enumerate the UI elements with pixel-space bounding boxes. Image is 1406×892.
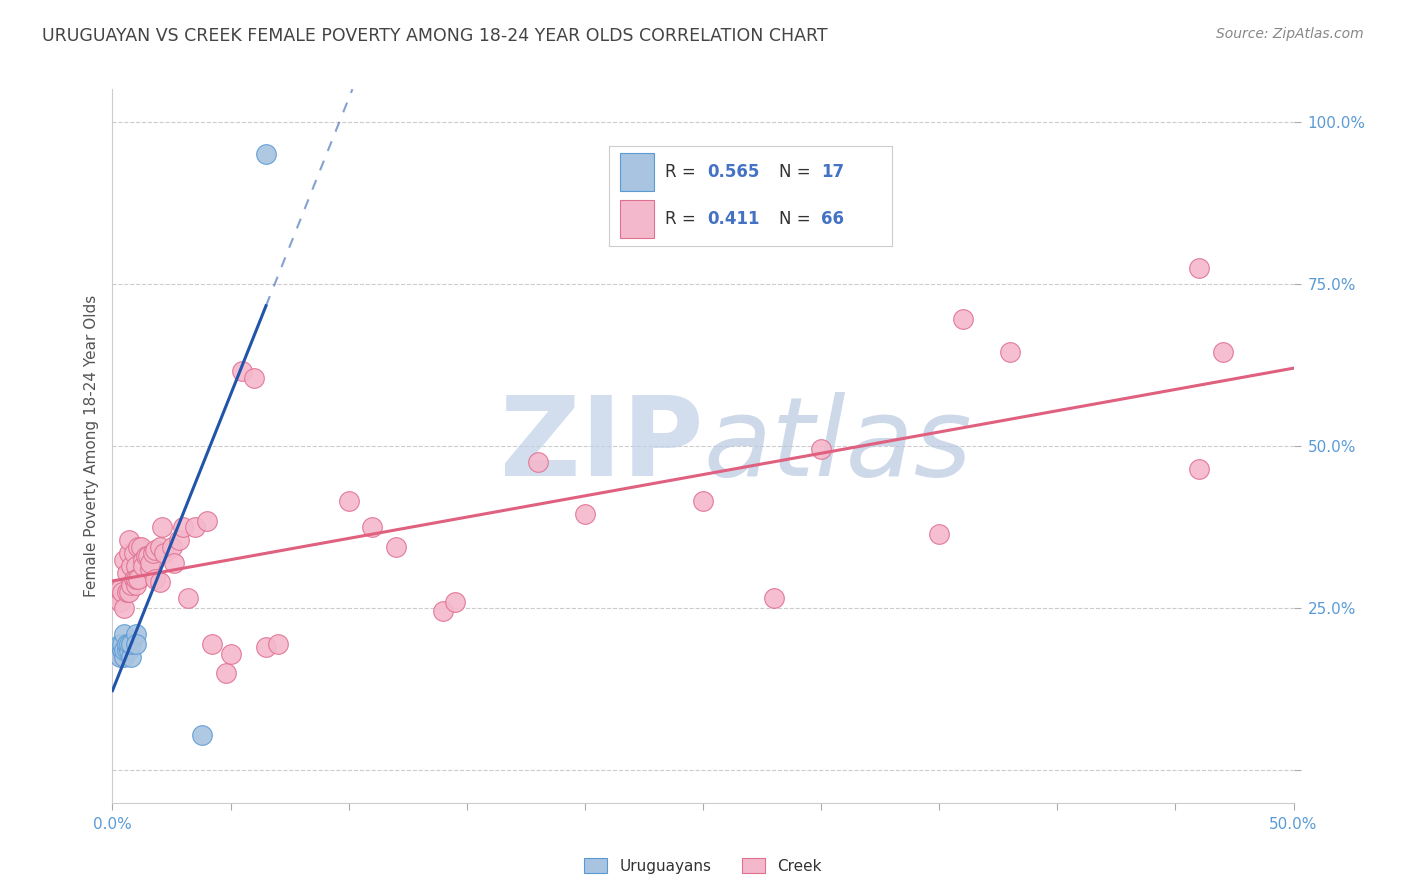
Point [153,546,176,560]
Point [125,637,148,651]
Point [118,643,141,657]
Point [108,637,131,651]
Point [118,585,141,599]
Point [125,578,148,592]
Text: R =: R = [665,211,702,228]
Point [143,542,166,557]
Point [108,649,131,664]
Point [125,572,148,586]
Point [132,552,155,566]
Point [195,514,218,528]
Point [1188,461,1211,475]
Bar [620,153,654,191]
Point [125,559,148,574]
Point [1188,260,1211,275]
Y-axis label: Female Poverty Among 18-24 Year Olds: Female Poverty Among 18-24 Year Olds [83,295,98,597]
Point [149,575,172,590]
Bar [620,200,654,238]
Point [115,643,138,657]
Point [139,562,162,576]
Point [184,520,207,534]
Point [526,455,548,469]
Point [108,588,131,602]
Point [139,556,162,570]
Point [254,640,277,654]
Point [111,585,134,599]
Point [127,540,149,554]
Point [762,591,785,606]
Point [132,559,155,574]
Point [432,604,454,618]
Point [127,572,149,586]
Point [112,552,135,566]
Point [215,666,238,681]
Text: URUGUAYAN VS CREEK FEMALE POVERTY AMONG 18-24 YEAR OLDS CORRELATION CHART: URUGUAYAN VS CREEK FEMALE POVERTY AMONG … [42,27,828,45]
Point [149,540,172,554]
Point [122,572,145,586]
Point [118,546,141,560]
Point [120,637,142,651]
Point [163,556,186,570]
Point [998,345,1021,359]
Point [129,540,152,554]
Point [120,649,142,664]
Point [136,549,159,564]
Point [111,643,134,657]
Point [231,364,253,378]
Point [952,312,974,326]
Point [172,520,194,534]
Point [118,533,141,547]
Point [254,147,277,161]
Point [120,559,142,574]
Point [177,591,200,606]
Point [928,526,950,541]
Point [125,627,148,641]
Point [167,533,190,547]
Point [111,637,134,651]
Text: atlas: atlas [703,392,972,500]
Text: 0.565: 0.565 [707,163,761,181]
Point [135,549,157,564]
Point [111,649,134,664]
Point [692,494,714,508]
Text: Source: ZipAtlas.com: Source: ZipAtlas.com [1216,27,1364,41]
Text: 66: 66 [821,211,844,228]
Point [219,647,242,661]
Point [115,585,138,599]
Point [201,637,224,651]
Point [243,371,266,385]
Point [108,595,131,609]
Point [143,572,166,586]
Point [337,494,360,508]
Point [160,540,183,554]
Point [115,637,138,651]
Point [810,442,832,457]
Point [115,566,138,580]
Text: R =: R = [665,163,702,181]
Point [120,578,142,592]
Text: 0.411: 0.411 [707,211,761,228]
Legend: Uruguayans, Creek: Uruguayans, Creek [578,852,828,880]
Point [1212,345,1234,359]
Point [385,540,408,554]
Point [574,507,596,521]
Point [267,637,290,651]
Point [112,601,135,615]
Text: ZIP: ZIP [499,392,703,500]
Point [118,637,141,651]
Point [150,520,173,534]
Text: N =: N = [779,163,815,181]
Text: 17: 17 [821,163,844,181]
Point [112,649,135,664]
Point [361,520,384,534]
Point [112,627,135,641]
Text: N =: N = [779,211,815,228]
Point [111,643,134,657]
Point [191,728,214,742]
Point [108,582,131,596]
Point [122,546,145,560]
Point [112,643,135,657]
Point [142,546,165,560]
Point [444,595,467,609]
